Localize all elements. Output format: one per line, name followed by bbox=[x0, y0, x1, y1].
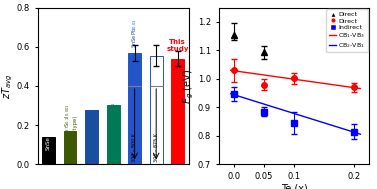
Bar bbox=[107, 105, 120, 164]
Bar bbox=[42, 137, 55, 164]
Bar bbox=[128, 53, 141, 164]
Text: 300 – 800 K: 300 – 800 K bbox=[132, 133, 137, 163]
Legend: Direct, Direct, Indirect, CB$_1$-VB$_3$, CB$_2$-VB$_1$: Direct, Direct, Indirect, CB$_1$-VB$_3$,… bbox=[326, 9, 368, 52]
Text: SnSeAg$_{0.01}$: SnSeAg$_{0.01}$ bbox=[87, 108, 96, 139]
Bar bbox=[171, 59, 184, 164]
Bar bbox=[85, 110, 98, 164]
Text: SnSe$_{0.97}$S$_{0.1}$I$_{0.001}$
(n-type): SnSe$_{0.97}$S$_{0.1}$I$_{0.001}$ (n-typ… bbox=[63, 103, 77, 148]
Y-axis label: $E_g$ (eV): $E_g$ (eV) bbox=[182, 68, 196, 104]
Text: This
study: This study bbox=[167, 39, 189, 52]
X-axis label: Te (x): Te (x) bbox=[281, 184, 307, 189]
Bar bbox=[150, 56, 162, 164]
Text: 300 – 875 K: 300 – 875 K bbox=[154, 133, 159, 163]
Bar bbox=[64, 131, 77, 164]
Text: SnSeNa$_{0.001}$: SnSeNa$_{0.001}$ bbox=[109, 101, 118, 135]
Text: SnSePb$_{0.01}$: SnSePb$_{0.01}$ bbox=[130, 18, 139, 48]
Y-axis label: $zT_{avg}$: $zT_{avg}$ bbox=[1, 73, 15, 99]
Text: SnSe: SnSe bbox=[46, 136, 51, 150]
